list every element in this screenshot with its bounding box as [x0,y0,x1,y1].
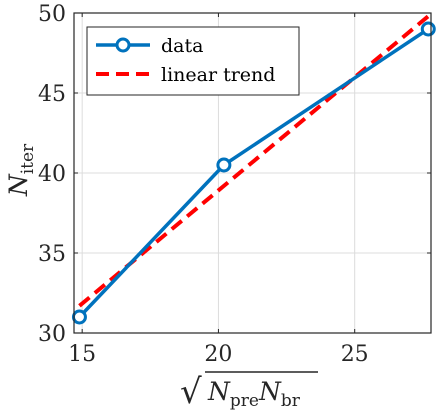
legend: data linear trend [86,26,300,96]
svg-text:Niter: Niter [4,143,38,197]
svg-text:NpreNbr: NpreNbr [207,377,301,411]
data-point [420,21,436,37]
y-tick-label: 50 [38,2,66,27]
y-axis-label: Niter [4,143,38,197]
y-tick-label: 35 [38,242,66,267]
y-tick-label: 40 [38,162,66,187]
x-label-radical: √ [180,372,202,412]
trend-line [78,14,430,308]
y-label-sub: iter [18,143,38,174]
data-point [216,157,232,173]
x-tick-label: 20 [204,342,232,367]
x-label-n1: N [207,377,231,406]
x-label-s1: pre [230,391,259,411]
x-tick-label: 15 [68,342,96,367]
legend-data-label: data [161,35,203,57]
x-axis-label: √ NpreNbr [180,371,318,412]
legend-data-marker [115,37,131,53]
x-tick-label: 25 [341,342,369,367]
legend-trend-label: linear trend [161,64,275,86]
series-layer [71,14,436,325]
y-label-main: N [4,173,33,197]
x-label-s2: br [281,391,301,411]
y-tick-label: 45 [38,82,66,107]
x-label-n2: N [258,377,282,406]
y-tick-label: 30 [38,322,66,347]
data-point [71,309,87,325]
axis-ticks: 15 20 25 30 35 40 45 50 [38,2,431,367]
